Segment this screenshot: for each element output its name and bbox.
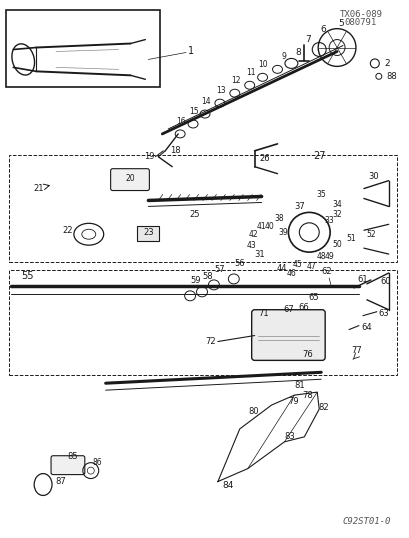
FancyBboxPatch shape — [252, 310, 325, 360]
Text: 48: 48 — [317, 252, 326, 260]
Text: 80: 80 — [248, 407, 259, 415]
Text: 86: 86 — [93, 458, 102, 466]
Text: TX06-089: TX06-089 — [339, 10, 382, 19]
Text: 46: 46 — [287, 270, 296, 279]
Text: 59: 59 — [191, 276, 201, 285]
Text: 41: 41 — [257, 222, 266, 231]
Text: 81: 81 — [294, 381, 305, 390]
Text: 49: 49 — [324, 252, 334, 260]
Text: 45: 45 — [292, 259, 302, 268]
FancyBboxPatch shape — [137, 226, 160, 241]
FancyBboxPatch shape — [111, 169, 149, 190]
Text: 85: 85 — [67, 452, 78, 461]
Text: C92ST01-0: C92ST01-0 — [342, 517, 391, 526]
Text: 77: 77 — [352, 346, 362, 356]
Text: 55: 55 — [21, 271, 34, 281]
Text: 67: 67 — [283, 305, 294, 314]
Text: 13: 13 — [216, 86, 225, 95]
Text: 60: 60 — [381, 278, 391, 286]
Text: 35: 35 — [316, 190, 326, 199]
Text: 23: 23 — [143, 228, 154, 237]
Text: 66: 66 — [298, 303, 309, 312]
Text: 76: 76 — [302, 350, 312, 359]
Text: 72: 72 — [205, 337, 216, 346]
Text: 25: 25 — [190, 210, 200, 220]
Bar — [9, 270, 397, 376]
Text: 38: 38 — [275, 214, 284, 223]
Text: 57: 57 — [215, 265, 225, 274]
Text: 61: 61 — [357, 275, 368, 284]
FancyBboxPatch shape — [7, 10, 160, 87]
Text: 18: 18 — [170, 146, 181, 155]
Text: 14: 14 — [201, 97, 211, 106]
Text: 2: 2 — [385, 59, 391, 68]
Text: 37: 37 — [294, 202, 305, 211]
Text: 33: 33 — [324, 216, 334, 225]
Text: 15: 15 — [189, 107, 199, 116]
FancyBboxPatch shape — [51, 456, 85, 475]
Text: 9: 9 — [281, 52, 286, 61]
Text: 7: 7 — [305, 34, 311, 44]
Text: 27: 27 — [313, 151, 326, 161]
Text: 39: 39 — [279, 228, 288, 237]
Text: 21: 21 — [34, 184, 45, 193]
Text: 5: 5 — [338, 19, 344, 27]
FancyBboxPatch shape — [277, 310, 311, 330]
Text: 11: 11 — [246, 68, 255, 77]
Bar — [9, 155, 397, 262]
Text: 22: 22 — [63, 226, 73, 235]
Text: 43: 43 — [247, 240, 256, 250]
Text: 87: 87 — [55, 477, 66, 486]
Text: 1: 1 — [188, 46, 194, 56]
Text: 44: 44 — [276, 264, 287, 273]
Text: 83: 83 — [284, 433, 295, 441]
Text: 50: 50 — [332, 239, 342, 249]
Text: 12: 12 — [231, 76, 240, 85]
Text: 84: 84 — [222, 480, 234, 490]
Text: 51: 51 — [346, 233, 356, 243]
Text: 42: 42 — [249, 230, 258, 239]
Text: 26: 26 — [260, 154, 270, 163]
Text: 52: 52 — [366, 230, 376, 239]
Text: 78: 78 — [302, 391, 312, 400]
Text: 20: 20 — [126, 174, 135, 183]
Text: 080791: 080791 — [345, 18, 377, 27]
Text: 64: 64 — [361, 323, 371, 332]
Text: 10: 10 — [258, 60, 268, 69]
Text: 34: 34 — [332, 200, 342, 209]
Text: 58: 58 — [203, 272, 213, 281]
Text: 31: 31 — [254, 250, 265, 259]
Text: 8: 8 — [295, 48, 301, 58]
Text: 63: 63 — [379, 309, 389, 318]
Text: 56: 56 — [234, 259, 245, 268]
Text: 30: 30 — [369, 172, 379, 181]
Text: 6: 6 — [320, 25, 326, 33]
Text: 88: 88 — [387, 72, 398, 81]
Text: 40: 40 — [265, 222, 274, 231]
Text: 62: 62 — [322, 267, 333, 276]
Text: 16: 16 — [176, 117, 186, 126]
Text: 19: 19 — [144, 152, 154, 161]
Text: 82: 82 — [319, 402, 330, 412]
Text: 65: 65 — [308, 293, 319, 302]
Text: 79: 79 — [288, 397, 299, 406]
Text: 47: 47 — [306, 261, 316, 271]
Text: 32: 32 — [332, 210, 342, 219]
Text: 71: 71 — [258, 309, 269, 317]
